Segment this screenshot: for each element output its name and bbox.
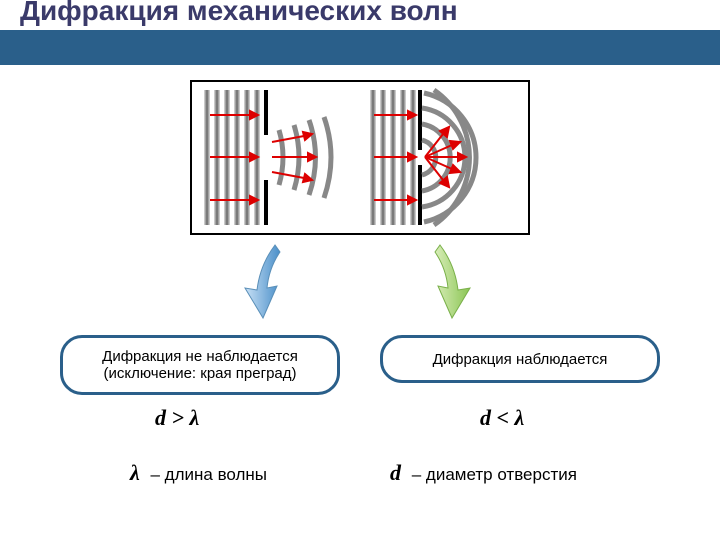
diagram-svg bbox=[192, 82, 528, 233]
formula-left: d > λ bbox=[155, 405, 199, 431]
wave-diagram bbox=[190, 80, 530, 235]
formula-right: d < λ bbox=[480, 405, 524, 431]
d-symbol: d bbox=[390, 460, 401, 485]
lambda-symbol: λ bbox=[130, 460, 140, 485]
arrow-blue bbox=[235, 240, 295, 325]
box-diffraction: Дифракция наблюдается bbox=[380, 335, 660, 383]
box-right-line1: Дифракция наблюдается bbox=[433, 351, 608, 368]
header-bar bbox=[0, 30, 720, 65]
arrow-green bbox=[420, 240, 480, 325]
box-no-diffraction: Дифракция не наблюдается (исключение: кр… bbox=[60, 335, 340, 395]
legend-d: d – диаметр отверстия bbox=[390, 460, 577, 486]
legend-lambda: λ – длина волны bbox=[130, 460, 267, 486]
legend-d-text: – диаметр отверстия bbox=[412, 465, 577, 484]
legend-lambda-text: – длина волны bbox=[151, 465, 268, 484]
page-title: Дифракция механических волн bbox=[20, 0, 458, 27]
box-left-line1: Дифракция не наблюдается bbox=[78, 348, 322, 365]
box-left-line2: (исключение: края преград) bbox=[78, 365, 322, 382]
